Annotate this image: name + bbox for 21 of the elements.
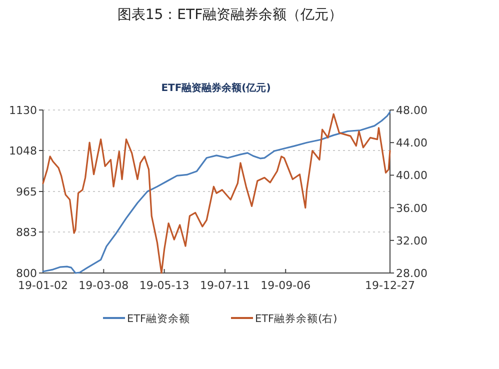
- legend-label: ETF融资余额: [127, 312, 190, 325]
- y2-tick-label: 40.00: [396, 169, 428, 182]
- x-tick-label: 19-12-27: [365, 279, 415, 292]
- chart-title: 图表15：ETF融资融券余额（亿元）: [117, 7, 343, 23]
- y2-tick-label: 36.00: [396, 202, 428, 215]
- chart-subtitle: ETF融资融券余额(亿元): [161, 82, 271, 94]
- y-tick-label: 800: [16, 267, 37, 280]
- y-tick-label: 1130: [9, 104, 37, 117]
- x-tick-label: 19-01-02: [18, 279, 68, 292]
- y2-tick-label: 44.00: [396, 136, 428, 150]
- x-tick-label: 19-09-06: [260, 279, 311, 292]
- y-tick-label: 883: [16, 226, 37, 240]
- x-tick-label: 19-07-11: [200, 279, 250, 292]
- y-tick-label: 965: [16, 186, 37, 198]
- y2-tick-label: 28.00: [396, 267, 428, 280]
- x-tick-label: 19-03-08: [78, 279, 129, 292]
- y-tick-label: 1048: [9, 144, 37, 158]
- x-tick-label: 19-05-13: [139, 279, 190, 292]
- legend-label: ETF融券余额(右): [255, 312, 338, 325]
- y2-tick-label: 32.00: [396, 234, 428, 248]
- y2-tick-label: 48.00: [396, 104, 428, 117]
